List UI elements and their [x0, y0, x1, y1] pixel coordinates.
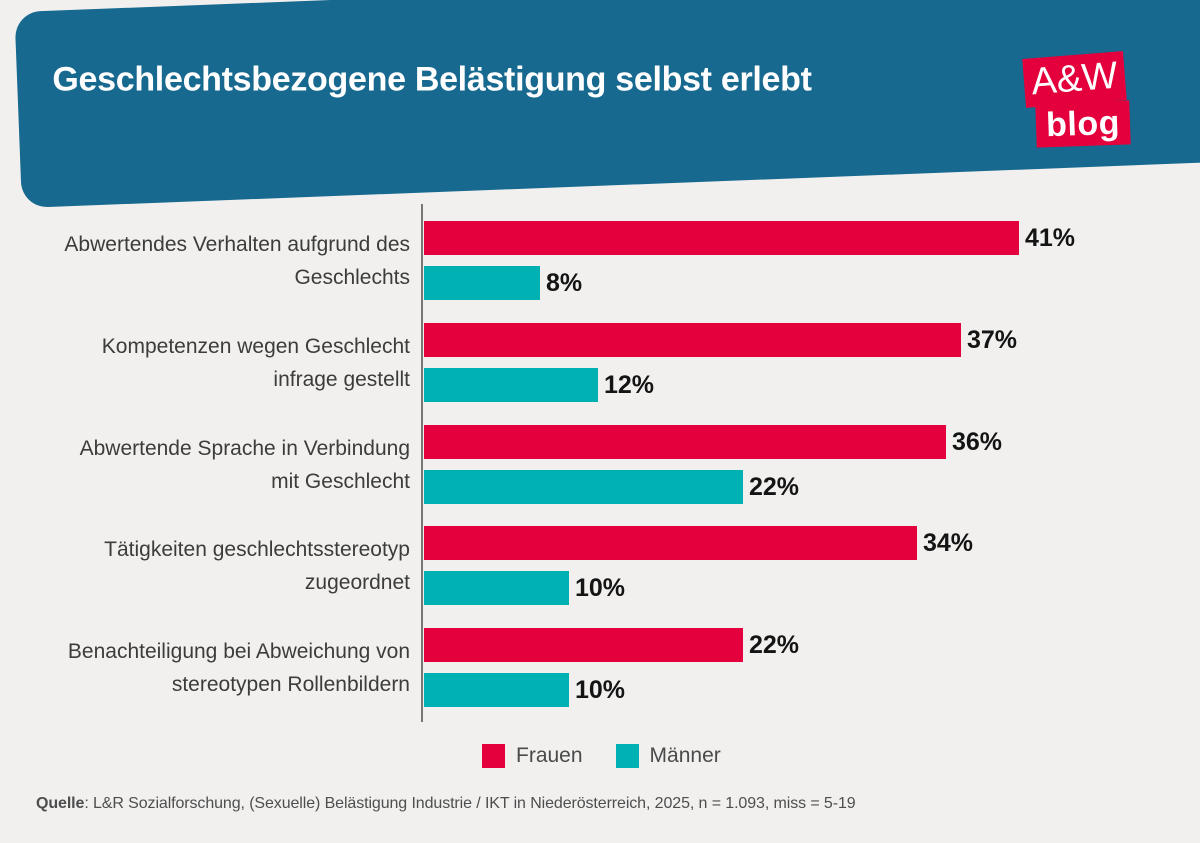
chart-row: Abwertendes Verhalten aufgrund des Geschl…: [0, 221, 1200, 300]
aw-logo-top: A&W: [1022, 51, 1127, 108]
bar-maenner: 10%: [424, 571, 625, 605]
bar-value-maenner: 22%: [749, 472, 800, 501]
source-note: Quelle: L&R Sozialforschung, (Sexuelle) …: [36, 795, 856, 813]
category-label: Kompetenzen wegen Geschlecht infrage gest…: [101, 335, 410, 391]
maenner-swatch-icon: [615, 744, 639, 768]
frauen-swatch-icon: [482, 744, 505, 768]
legend-label-frauen: Frauen: [516, 744, 583, 767]
category-label: Abwertendes Verhalten aufgrund des Geschl…: [64, 233, 410, 289]
axis-line: [421, 204, 423, 722]
bar-value-frauen: 41%: [1025, 223, 1076, 252]
legend-item-maenner: Männer: [615, 744, 721, 768]
chart-row: Tätigkeiten geschlechtsstereotyp zugeordn…: [0, 526, 1200, 605]
bar-maenner: 12%: [424, 368, 654, 402]
bar-frauen: 36%: [424, 425, 1002, 459]
aw-logo-bottom: blog: [1035, 100, 1131, 148]
legend-label-maenner: Männer: [649, 744, 721, 767]
category-label: Tätigkeiten geschlechtsstereotyp zugeordn…: [104, 538, 410, 594]
bar-maenner: 22%: [424, 470, 799, 504]
bar-maenner: 8%: [424, 266, 582, 300]
legend: Frauen Männer: [482, 744, 721, 768]
bar-maenner: 10%: [424, 673, 625, 707]
bar-value-maenner: 12%: [604, 370, 655, 399]
category-label: Abwertende Sprache in Verbindung mit Gesc…: [79, 437, 410, 493]
bar-frauen: 22%: [424, 628, 799, 662]
bar-frauen: 37%: [424, 323, 1017, 357]
bar-frauen: 41%: [424, 221, 1075, 255]
source-text: : L&R Sozialforschung, (Sexuelle) Beläst…: [84, 795, 856, 812]
source-label: Quelle: [36, 795, 85, 812]
bar-value-frauen: 22%: [749, 630, 800, 659]
chart-row: Abwertende Sprache in Verbindung mit Gesc…: [0, 425, 1200, 504]
bar-value-maenner: 8%: [546, 268, 583, 297]
bar-value-frauen: 37%: [967, 325, 1018, 354]
bar-value-maenner: 10%: [575, 675, 626, 704]
bar-frauen: 34%: [424, 526, 973, 560]
bar-value-frauen: 34%: [923, 528, 974, 557]
chart-row: Benachteiligung bei Abweichung von stereo…: [0, 628, 1200, 707]
bar-value-frauen: 36%: [952, 427, 1003, 456]
legend-item-frauen: Frauen: [482, 744, 583, 768]
chart-row: Kompetenzen wegen Geschlecht infrage gest…: [0, 323, 1200, 402]
bar-value-maenner: 10%: [575, 573, 626, 602]
category-label: Benachteiligung bei Abweichung von stereo…: [67, 640, 410, 696]
